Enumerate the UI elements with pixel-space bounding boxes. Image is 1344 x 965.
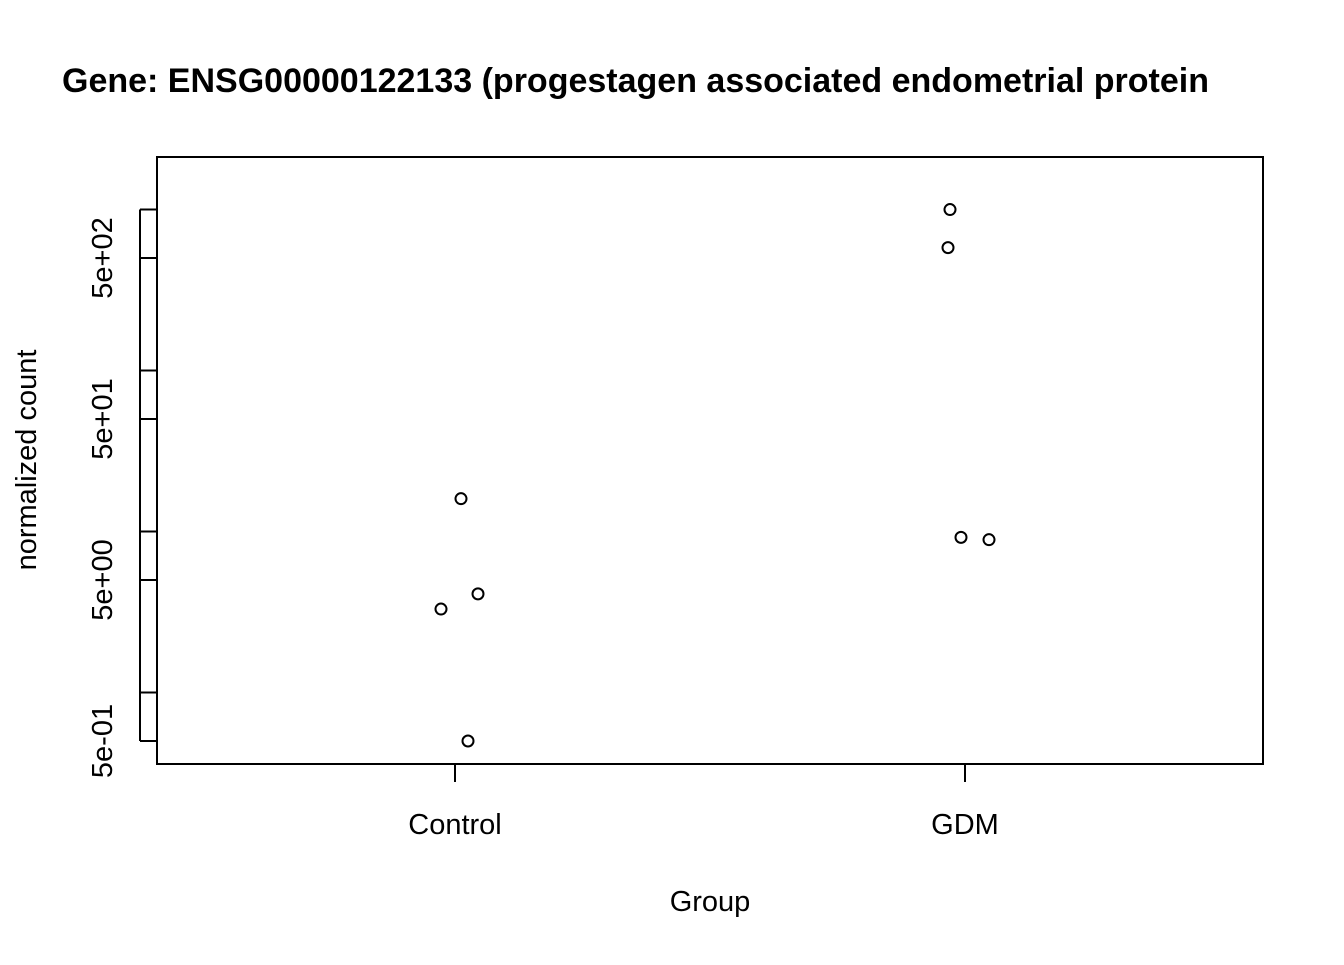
x-tick-label: Control [408, 809, 502, 841]
data-point [461, 734, 475, 748]
y-tick-label: 5e+00 [87, 539, 119, 620]
y-tick-label: 5e-01 [87, 704, 119, 778]
y-axis-title: normalized count [11, 350, 43, 571]
data-point [434, 602, 448, 616]
x-axis: Control GDM [408, 764, 999, 841]
data-point [454, 492, 468, 506]
plot-area-frame [156, 156, 1264, 765]
data-points [434, 203, 996, 748]
chart-title: Gene: ENSG00000122133 (progestagen assoc… [62, 62, 1209, 100]
data-point [982, 533, 996, 547]
y-tick-label: 5e+02 [87, 217, 119, 298]
data-point [941, 241, 955, 255]
data-point [943, 203, 957, 217]
x-tick-label: GDM [931, 809, 999, 841]
data-point [471, 587, 485, 601]
data-point [954, 530, 968, 544]
y-axis: 5e-01 5e+00 5e+01 5e+02 [87, 208, 157, 778]
y-tick-label: 5e+01 [87, 378, 119, 459]
x-axis-title: Group [670, 886, 751, 918]
